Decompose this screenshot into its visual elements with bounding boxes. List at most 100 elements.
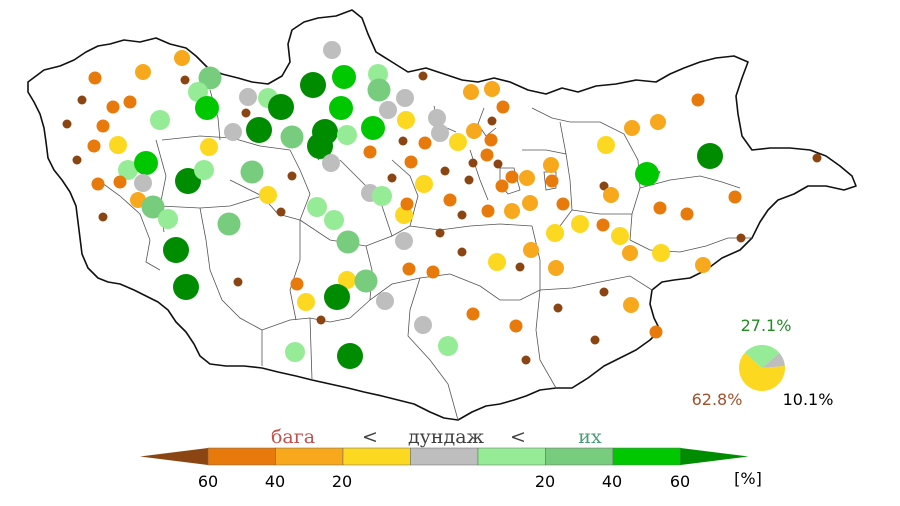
station-marker (611, 227, 629, 245)
station-marker (571, 215, 589, 233)
station-marker (240, 160, 264, 184)
station-marker (466, 123, 482, 139)
station-marker (337, 125, 357, 145)
legend-less-than-1: < (362, 426, 378, 448)
station-marker (379, 101, 397, 119)
legend-unit: [%] (734, 469, 762, 488)
station-marker (198, 66, 222, 90)
station-marker (397, 111, 415, 129)
station-marker (697, 143, 723, 169)
legend-low-word: бага (271, 426, 315, 448)
station-marker (546, 224, 564, 242)
station-marker (680, 207, 694, 221)
legend-less-than-2: < (510, 426, 526, 448)
station-marker (300, 72, 326, 98)
station-marker (548, 260, 564, 276)
station-marker (141, 195, 165, 219)
station-marker (457, 247, 467, 257)
legend-colorbar (140, 447, 749, 466)
station-marker (118, 160, 138, 180)
station-marker (622, 245, 638, 261)
station-marker (623, 297, 639, 313)
station-marker (431, 124, 449, 142)
station-marker (123, 95, 137, 109)
pie-slice (744, 345, 780, 368)
station-marker (398, 136, 408, 146)
station-marker (435, 228, 445, 238)
station-marker (596, 218, 610, 232)
station-marker (180, 75, 190, 85)
station-marker (505, 170, 519, 184)
station-marker (246, 117, 272, 143)
station-marker (504, 203, 520, 219)
station-marker (418, 136, 432, 150)
pie-slice (739, 352, 785, 392)
station-marker (404, 155, 418, 169)
station-marker (414, 316, 432, 334)
station-marker (259, 186, 277, 204)
station-marker (543, 157, 559, 173)
station-marker (194, 160, 214, 180)
mongolia-outline (27, 9, 857, 421)
station-marker (173, 274, 199, 300)
station-marker (480, 148, 494, 162)
colorbar-segment (545, 447, 614, 466)
station-marker (440, 166, 450, 176)
station-marker (400, 197, 414, 211)
pie-slice (762, 352, 785, 368)
colorbar-low-arrow (140, 448, 208, 465)
station-marker (553, 303, 563, 313)
station-marker (635, 162, 659, 186)
station-marker (590, 335, 600, 345)
station-marker (496, 100, 510, 114)
station-marker (418, 71, 428, 81)
station-marker (484, 133, 498, 147)
station-marker (493, 159, 503, 169)
station-marker (307, 133, 333, 159)
legend-tick-label: 20 (535, 472, 555, 491)
station-marker (150, 110, 170, 130)
station-marker (556, 197, 570, 211)
station-marker (428, 109, 446, 127)
legend-normal-word: дундаж (408, 426, 485, 448)
station-marker (72, 155, 82, 165)
station-marker (337, 343, 363, 369)
station-marker (163, 237, 189, 263)
station-marker (224, 123, 242, 141)
station-marker (438, 336, 458, 356)
summary-pie-chart (739, 345, 785, 392)
station-marker (523, 242, 539, 258)
station-marker (91, 177, 105, 191)
legend-high-word: их (578, 426, 602, 448)
station-marker (387, 173, 397, 183)
station-marker (521, 355, 531, 365)
station-marker (481, 204, 495, 218)
station-marker (134, 151, 158, 175)
station-marker (495, 179, 509, 193)
station-marker (276, 207, 286, 217)
station-marker (597, 136, 615, 154)
station-marker (322, 154, 340, 172)
station-marker (88, 71, 102, 85)
station-marker (316, 315, 326, 325)
station-marker (77, 95, 87, 105)
station-marker (372, 186, 392, 206)
station-marker (62, 119, 72, 129)
station-marker (395, 206, 413, 224)
station-marker (599, 181, 609, 191)
station-marker (653, 201, 667, 215)
station-marker (396, 89, 414, 107)
colorbar-segment (477, 447, 546, 466)
legend-tick-label: 40 (602, 472, 622, 491)
station-marker (87, 139, 101, 153)
station-marker (200, 138, 218, 156)
colorbar-segment (410, 447, 479, 466)
station-marker (402, 262, 416, 276)
station-marker (457, 210, 467, 220)
station-marker (217, 212, 241, 236)
summary-below-label: 62.8% (692, 390, 743, 409)
station-marker (96, 119, 110, 133)
station-marker (307, 197, 327, 217)
station-marker (519, 170, 535, 186)
